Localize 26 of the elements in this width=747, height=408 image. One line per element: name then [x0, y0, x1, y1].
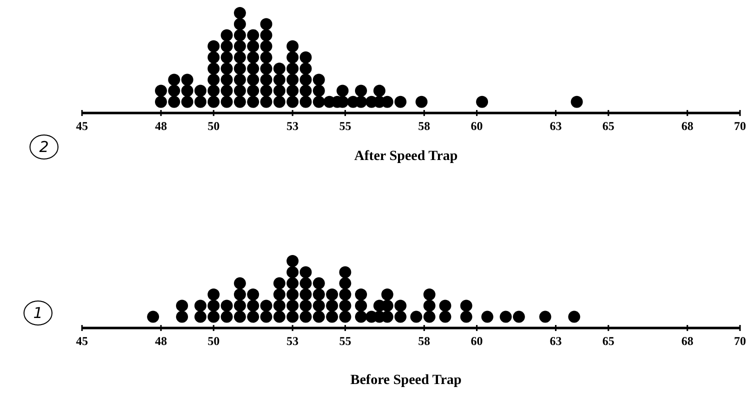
- x-tick-label: 60: [470, 334, 483, 348]
- x-tick-label: 50: [208, 334, 220, 348]
- text: 2: [39, 138, 49, 156]
- x-tick-label: 70: [734, 119, 746, 133]
- x-tick-label: 60: [470, 119, 483, 133]
- x-tick-label: 63: [550, 119, 562, 133]
- x-tick-label: 70: [734, 334, 746, 348]
- x-axis-title: Before Speed Trap: [350, 373, 462, 388]
- x-tick-label: 65: [602, 334, 614, 348]
- x-tick-label: 48: [154, 119, 167, 133]
- x-tick-label: 53: [286, 334, 299, 348]
- x-tick-label: 45: [76, 334, 88, 348]
- x-tick-label: 53: [286, 119, 299, 133]
- x-axis-title: After Speed Trap: [354, 149, 458, 164]
- x-tick-label: 68: [681, 119, 694, 133]
- text: 1: [33, 304, 43, 322]
- x-tick-label: 50: [208, 119, 220, 133]
- x-tick-label: 48: [154, 334, 167, 348]
- x-tick-label: 63: [550, 334, 562, 348]
- x-tick-label: 58: [418, 119, 430, 133]
- x-tick-label: 58: [418, 334, 430, 348]
- x-tick-label: 68: [681, 334, 694, 348]
- x-tick-label: 65: [602, 119, 614, 133]
- x-tick-label: 55: [339, 119, 352, 133]
- x-tick-label: 55: [339, 334, 352, 348]
- x-tick-label: 45: [76, 119, 88, 133]
